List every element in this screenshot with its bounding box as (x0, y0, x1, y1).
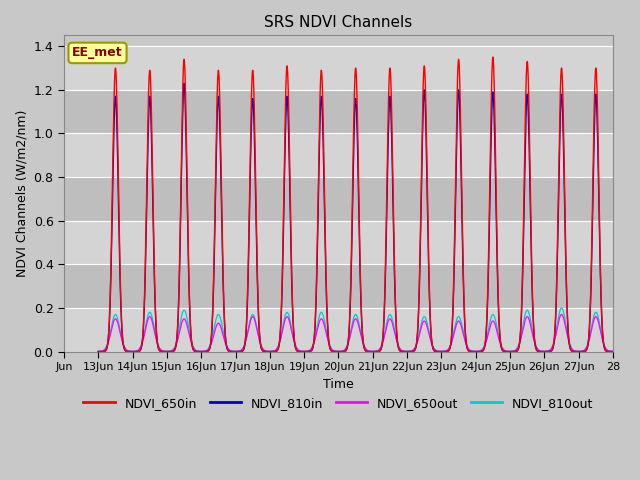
NDVI_650out (444, 348, 451, 353)
NDVI_810in (180, 81, 188, 86)
X-axis label: Time: Time (323, 377, 354, 391)
Y-axis label: NDVI Channels (W/m2/nm): NDVI Channels (W/m2/nm) (15, 110, 28, 277)
NDVI_650out (502, 348, 509, 354)
Bar (64, 308, 613, 351)
Line: NDVI_810out: NDVI_810out (99, 308, 640, 351)
NDVI_650in (293, 348, 301, 354)
NDVI_650out (293, 346, 301, 352)
NDVI_810in (419, 104, 427, 109)
Bar (64, 133, 613, 177)
Line: NDVI_810in: NDVI_810in (99, 84, 640, 351)
NDVI_650out (531, 340, 538, 346)
NDVI_810in (95, 348, 102, 354)
NDVI_810in (293, 348, 301, 354)
NDVI_810out (95, 348, 102, 354)
NDVI_650in (444, 348, 451, 354)
Bar (64, 177, 613, 221)
Title: SRS NDVI Channels: SRS NDVI Channels (264, 15, 413, 30)
NDVI_650in (122, 348, 130, 354)
NDVI_810in (502, 348, 509, 354)
Legend: NDVI_650in, NDVI_810in, NDVI_650out, NDVI_810out: NDVI_650in, NDVI_810in, NDVI_650out, NDV… (79, 392, 598, 415)
NDVI_810out (444, 348, 451, 353)
NDVI_650out (95, 348, 102, 354)
NDVI_810out (502, 348, 509, 354)
Bar (64, 221, 613, 264)
NDVI_810in (444, 348, 451, 354)
NDVI_810out (419, 315, 427, 321)
NDVI_810out (122, 346, 130, 352)
Bar (64, 264, 613, 308)
NDVI_810in (531, 339, 538, 345)
NDVI_650in (531, 338, 538, 344)
NDVI_810out (293, 346, 301, 351)
NDVI_650in (419, 84, 427, 89)
Bar (64, 90, 613, 133)
NDVI_650in (502, 348, 509, 354)
Line: NDVI_650in: NDVI_650in (99, 57, 640, 351)
NDVI_650in (489, 54, 497, 60)
NDVI_650out (419, 319, 427, 325)
NDVI_650in (95, 348, 102, 354)
NDVI_810out (531, 338, 538, 344)
Line: NDVI_650out: NDVI_650out (99, 314, 640, 351)
Bar (64, 46, 613, 90)
NDVI_810out (557, 305, 565, 311)
Text: EE_met: EE_met (72, 47, 123, 60)
NDVI_650out (557, 312, 565, 317)
NDVI_810in (122, 348, 130, 354)
NDVI_650out (122, 347, 130, 352)
